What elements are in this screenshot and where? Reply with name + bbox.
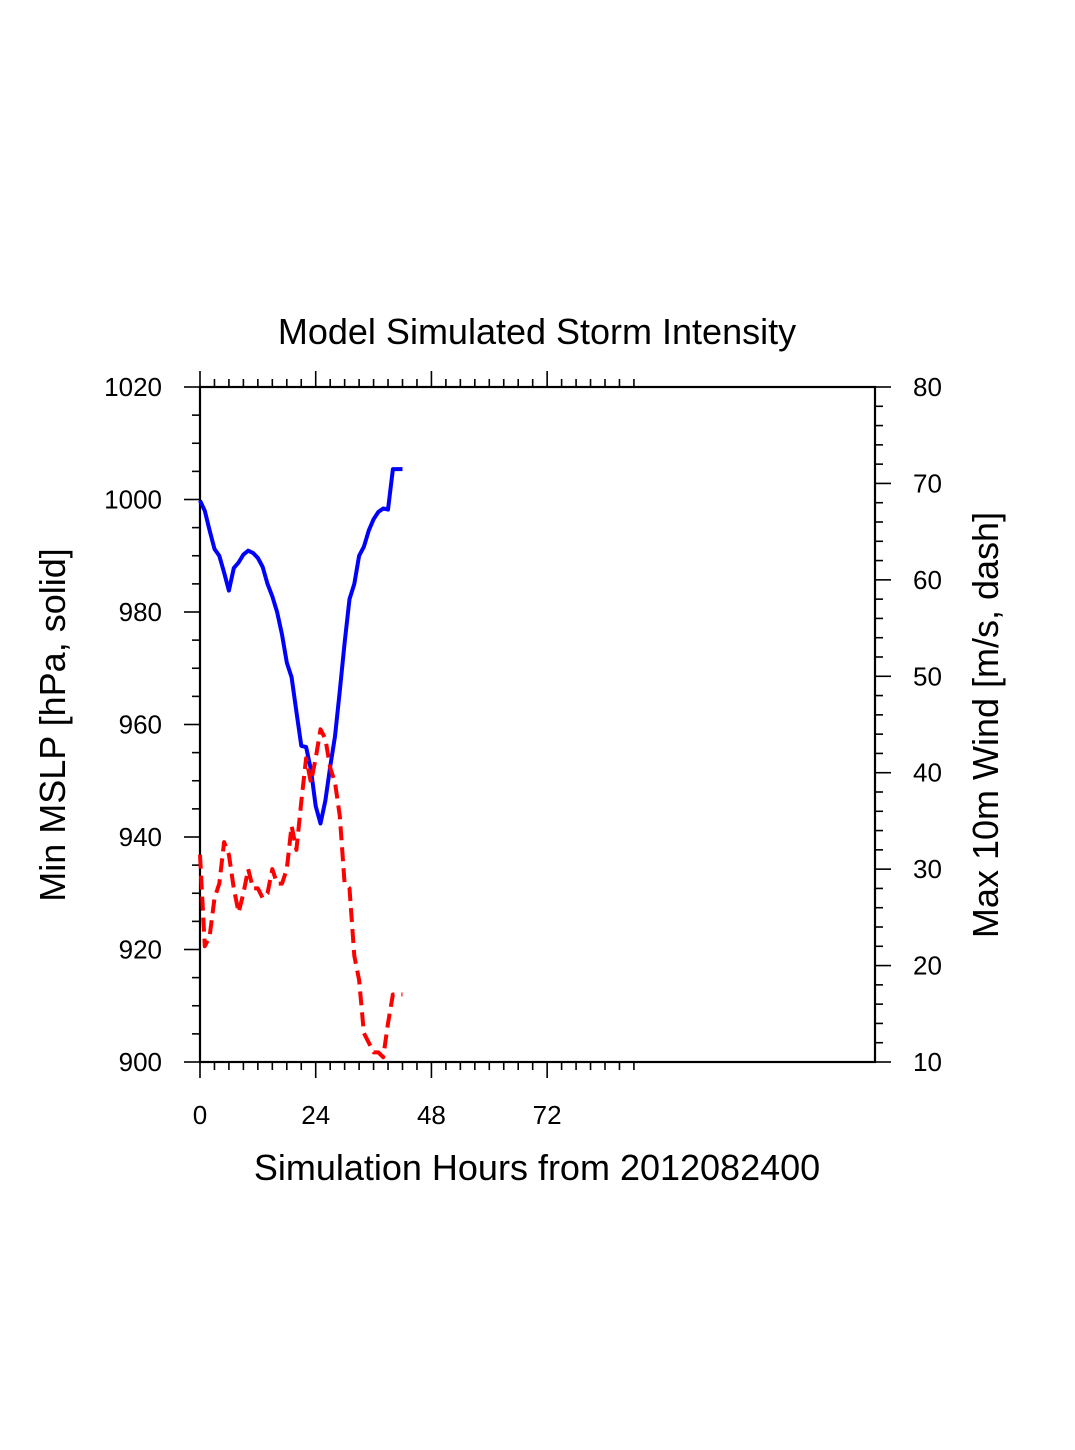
y-right-tick-label: 70 <box>913 468 942 498</box>
y-right-tick-label: 10 <box>913 1047 942 1077</box>
y-right-tick-label: 60 <box>913 565 942 595</box>
y-axis-label-left: Min MSLP [hPa, solid] <box>32 548 73 902</box>
series-lines <box>198 467 403 1060</box>
y-right-tick-label: 40 <box>913 758 942 788</box>
y-left-tick-label: 980 <box>119 597 162 627</box>
x-tick-label: 24 <box>301 1100 330 1130</box>
axis-ticks <box>184 371 891 1078</box>
y-left-tick-label: 960 <box>119 710 162 740</box>
y-axis-label-right: Max 10m Wind [m/s, dash] <box>965 512 1006 938</box>
y-left-tick-label: 1000 <box>104 485 162 515</box>
y-right-tick-label: 50 <box>913 661 942 691</box>
plot-frame <box>198 385 877 1064</box>
y-left-tick-label: 920 <box>119 935 162 965</box>
pressure-series-line <box>198 467 403 826</box>
x-tick-label: 48 <box>417 1100 446 1130</box>
wind-series-line <box>198 727 403 1060</box>
y-left-tick-label: 940 <box>119 822 162 852</box>
chart-title: Model Simulated Storm Intensity <box>278 311 796 352</box>
y-right-tick-label: 80 <box>913 372 942 402</box>
y-right-tick-label: 20 <box>913 951 942 981</box>
x-tick-label: 0 <box>193 1100 207 1130</box>
y-right-tick-label: 30 <box>913 854 942 884</box>
x-axis-label: Simulation Hours from 2012082400 <box>254 1147 820 1188</box>
x-tick-label: 72 <box>533 1100 562 1130</box>
y-left-tick-label: 900 <box>119 1047 162 1077</box>
y-left-tick-label: 1020 <box>104 372 162 402</box>
tick-labels: 0 24 48 72900920940960980100010201020304050… <box>104 372 942 1130</box>
